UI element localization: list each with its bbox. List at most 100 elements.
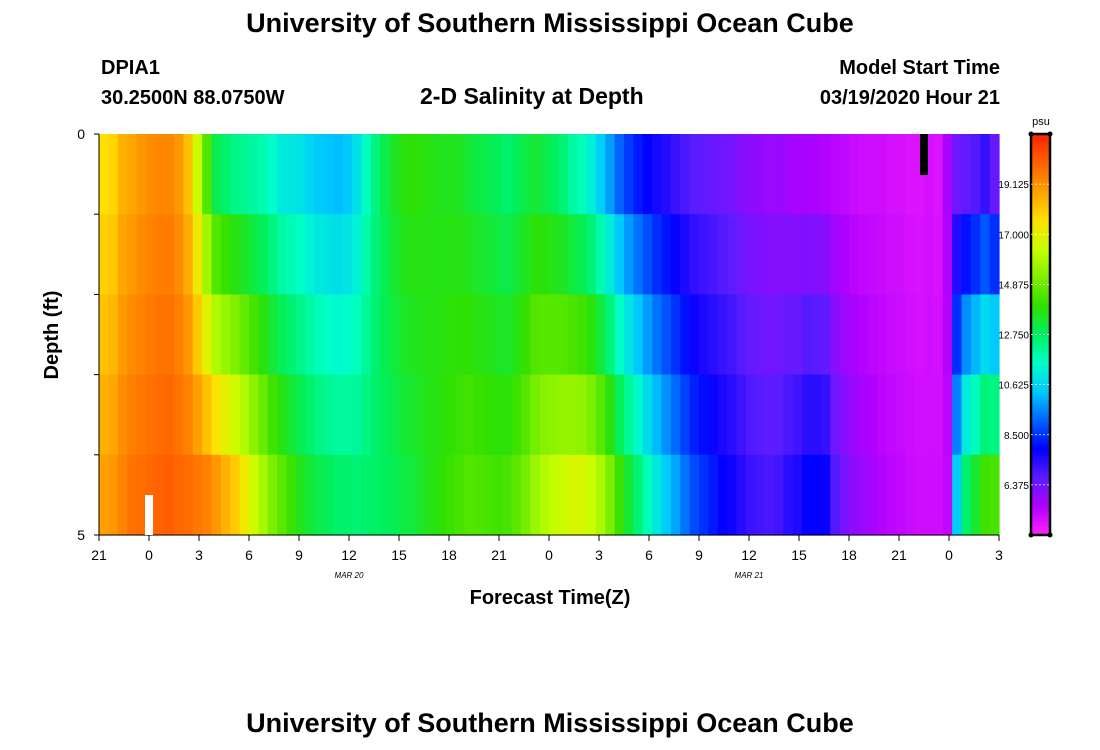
heatmap-cell: [108, 454, 119, 536]
colorbar-step: [1031, 464, 1050, 468]
heatmap-cell: [858, 294, 869, 376]
x-tick-label: 6: [245, 547, 253, 563]
heatmap-cell: [408, 454, 419, 536]
x-tick-label: 12: [341, 547, 357, 563]
colorbar-step: [1031, 242, 1050, 245]
heatmap-cell: [305, 134, 316, 215]
heatmap-cell: [670, 294, 681, 376]
heatmap-cell: [127, 214, 138, 295]
colorbar-step: [1031, 434, 1050, 438]
heatmap-cell: [952, 134, 963, 215]
colorbar-step: [1031, 386, 1050, 390]
heatmap-cell: [792, 214, 803, 295]
heatmap-cell: [736, 294, 747, 376]
heatmap-cell: [249, 294, 259, 376]
heatmap-cell: [595, 294, 606, 376]
heatmap-cell: [464, 134, 475, 215]
heatmap-cell: [239, 374, 250, 456]
colorbar-step: [1031, 428, 1050, 432]
heatmap-cell: [370, 454, 381, 536]
colorbar-step: [1031, 414, 1050, 418]
heatmap-cell: [755, 214, 766, 295]
heatmap-cell: [727, 214, 738, 295]
colorbar-step: [1031, 518, 1050, 522]
heatmap-cell: [886, 134, 897, 215]
heatmap-cell: [427, 214, 438, 295]
heatmap-cell: [670, 374, 681, 456]
colorbar-step: [1031, 332, 1050, 336]
heatmap-cell: [633, 294, 644, 376]
heatmap-cell: [492, 454, 503, 536]
colorbar-step: [1031, 340, 1050, 344]
heatmap-cell: [736, 134, 747, 215]
colorbar-step: [1031, 304, 1050, 308]
heatmap-cell: [605, 134, 616, 215]
heatmap-cell: [239, 134, 250, 215]
colorbar-step: [1031, 360, 1050, 364]
heatmap-cell: [258, 214, 269, 295]
colorbar-step: [1031, 198, 1050, 201]
heatmap-cell: [699, 454, 709, 536]
heatmap-cell: [286, 294, 297, 376]
heatmap-cell: [849, 454, 859, 536]
colorbar-step: [1031, 370, 1050, 374]
heatmap-cell: [455, 294, 466, 376]
heatmap-cell: [211, 214, 222, 295]
heatmap-cell: [295, 134, 306, 215]
heatmap-cell: [399, 454, 409, 536]
heatmap-cell: [249, 134, 259, 215]
colorbar-step: [1031, 270, 1050, 273]
colorbar: 19.125 17.000 14.875 12.750 10.625 8.500 6.375: [998, 131, 1053, 538]
heatmap-cell: [877, 134, 888, 215]
heatmap-cell: [211, 294, 222, 376]
heatmap-cell: [727, 134, 738, 215]
heatmap-cell: [389, 294, 400, 376]
colorbar-step: [1031, 288, 1050, 291]
heatmap-cell: [652, 374, 663, 456]
heatmap-cell: [333, 454, 344, 536]
heatmap-cell: [849, 374, 859, 456]
colorbar-step: [1031, 220, 1050, 223]
colorbar-step: [1031, 378, 1050, 382]
colorbar-step: [1031, 328, 1050, 332]
colorbar-step: [1031, 406, 1050, 410]
colorbar-step: [1031, 206, 1050, 209]
heatmap-cell: [567, 374, 578, 456]
heatmap-cell: [492, 374, 503, 456]
heatmap-cell: [530, 454, 541, 536]
heatmap-cell: [774, 454, 784, 536]
heatmap-cell: [183, 134, 194, 215]
colorbar-step: [1031, 284, 1050, 287]
heatmap-cell: [530, 134, 541, 215]
heatmap-cell: [342, 374, 353, 456]
heatmap-cell: [520, 134, 531, 215]
colorbar-step: [1031, 346, 1050, 350]
heatmap-cell: [624, 214, 634, 295]
colorbar-step: [1031, 290, 1050, 293]
heatmap-cell: [305, 454, 316, 536]
heatmap-cell: [689, 134, 700, 215]
heatmap-cell: [267, 134, 278, 215]
heatmap-cell: [895, 134, 906, 215]
heatmap-cell: [745, 214, 756, 295]
colorbar-step: [1031, 312, 1050, 316]
x-tick-label: 12: [741, 547, 757, 563]
heatmap-cell: [886, 214, 897, 295]
colorbar-step: [1031, 366, 1050, 370]
colorbar-step: [1031, 442, 1050, 446]
x-tick-label: 21: [891, 547, 907, 563]
heatmap-cell: [539, 454, 550, 536]
heatmap-cell: [314, 374, 325, 456]
heatmap-cell: [295, 374, 306, 456]
heatmap-cell: [652, 294, 663, 376]
heatmap-cell: [239, 214, 250, 295]
heatmap-cell: [727, 294, 738, 376]
heatmap-cell: [155, 374, 166, 456]
heatmap-cell: [839, 454, 850, 536]
colorbar-step: [1031, 504, 1050, 508]
heatmap-cell: [577, 134, 588, 215]
colorbar-step: [1031, 468, 1050, 472]
heatmap-cell: [774, 134, 784, 215]
heatmap-cell: [511, 134, 522, 215]
